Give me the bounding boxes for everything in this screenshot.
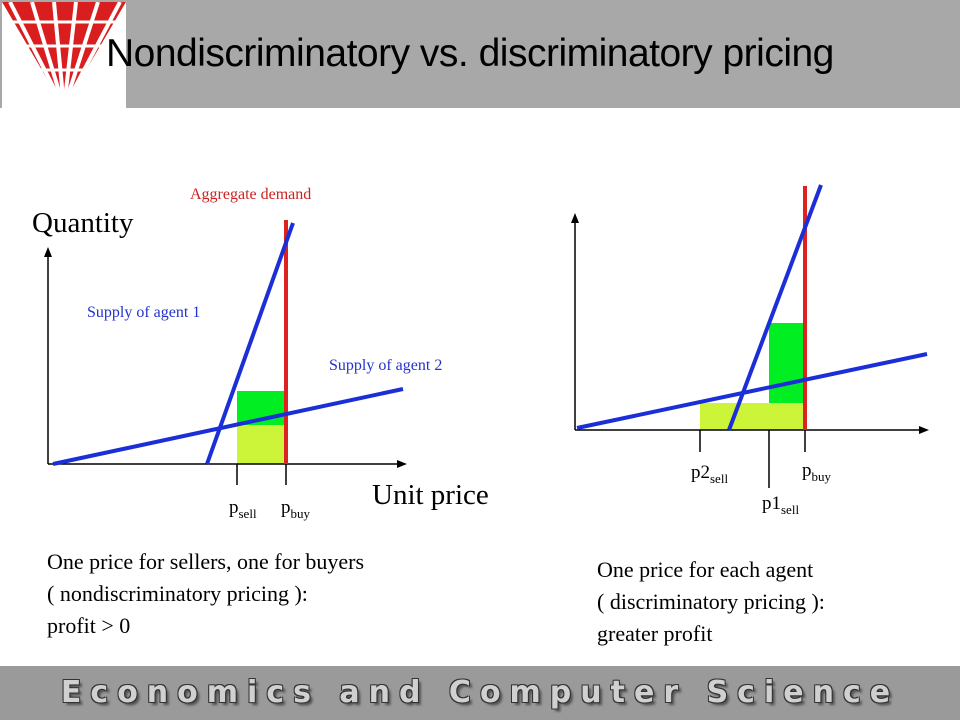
right-caption-line-2: ( discriminatory pricing ): [597, 589, 825, 614]
left-caption-line-1: One price for sellers, one for buyers [47, 549, 365, 574]
left-pbuy-base: p [281, 497, 291, 518]
right-profit-dark [769, 323, 805, 403]
p1sell-sub: sell [781, 501, 800, 517]
demand-label: Aggregate demand [190, 186, 312, 203]
left-supply2-line [52, 387, 404, 466]
logo-mark-icon [2, 1, 126, 109]
left-caption: One price for sellers, one for buyers ( … [47, 546, 364, 642]
right-y-axis-arrow-icon [571, 213, 579, 223]
right-caption: One price for each agent ( discriminator… [597, 554, 825, 650]
left-x-axis-arrow-icon [397, 460, 407, 468]
left-x-axis-label: Unit price [372, 479, 489, 511]
right-pbuy-label: pbuy [802, 460, 831, 485]
right-diagram [571, 184, 929, 488]
p1sell-label: p1sell [762, 493, 799, 518]
right-supply1-line [727, 184, 823, 431]
left-psell-label: psell [229, 497, 257, 522]
logo [2, 1, 126, 109]
right-caption-line-3: greater profit [597, 621, 713, 646]
left-supply1-line [205, 222, 295, 465]
right-x-axis-arrow-icon [919, 426, 929, 434]
right-caption-line-1: One price for each agent [597, 557, 814, 582]
pricing-diagrams [44, 184, 929, 488]
right-pbuy-base: p [802, 460, 812, 481]
right-supply2-line [576, 352, 928, 430]
header-bar: Nondiscriminatory vs. discriminatory pri… [0, 0, 960, 109]
right-pbuy-sub: buy [811, 468, 832, 484]
left-profit-light [237, 425, 286, 464]
footer-bar: Economics and Computer Science [0, 666, 960, 720]
supply1-label: Supply of agent 1 [87, 304, 201, 321]
left-caption-line-2: ( nondiscriminatory pricing ): [47, 581, 308, 606]
footer-text: Economics and Computer Science [60, 675, 900, 710]
left-diagram [44, 220, 407, 485]
left-pbuy-sub: buy [290, 505, 311, 521]
right-profit-light [700, 403, 805, 430]
left-psell-sub: sell [238, 505, 257, 521]
p2sell-base: p2 [691, 462, 710, 483]
p1sell-base: p1 [762, 493, 781, 514]
supply2-label: Supply of agent 2 [329, 357, 443, 374]
left-psell-base: p [229, 497, 239, 518]
slide-title: Nondiscriminatory vs. discriminatory pri… [106, 32, 834, 75]
left-y-axis-label: Quantity [32, 207, 134, 239]
left-pbuy-label: pbuy [281, 497, 310, 522]
p2sell-sub: sell [710, 470, 729, 486]
p2sell-label: p2sell [691, 462, 728, 487]
left-y-axis-arrow-icon [44, 247, 52, 257]
left-caption-line-3: profit > 0 [47, 613, 131, 638]
